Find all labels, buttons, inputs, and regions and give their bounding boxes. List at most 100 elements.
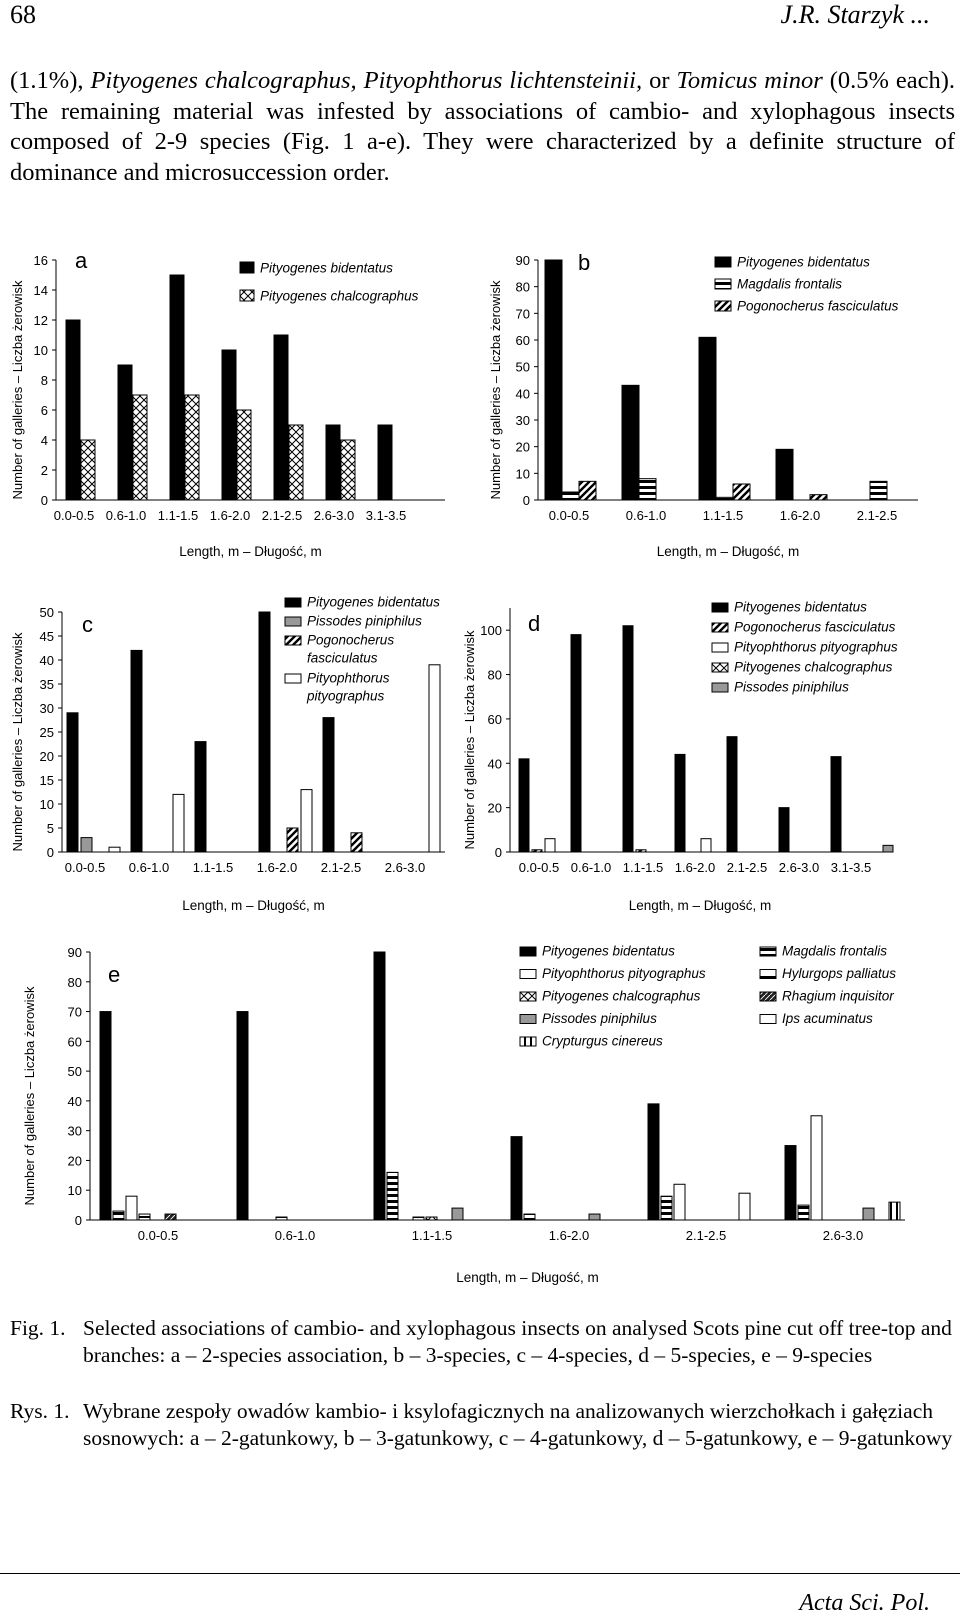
bar	[275, 1216, 288, 1221]
y-tick-label: 45	[40, 629, 54, 644]
bar	[775, 448, 794, 501]
bar	[377, 424, 393, 501]
x-axis-label: Length, m – Długość, m	[657, 544, 800, 559]
y-tick-label: 50	[68, 1064, 82, 1079]
bar	[65, 319, 81, 501]
y-tick-label: 90	[68, 945, 82, 960]
y-tick-label: 40	[68, 1094, 82, 1109]
legend-label: Pityogenes bidentatus	[260, 261, 393, 276]
y-tick-label: 12	[34, 313, 48, 328]
y-tick-label: 6	[41, 403, 48, 418]
legend-label: Pissodes piniphilus	[734, 680, 849, 695]
bar	[732, 483, 751, 501]
y-tick-label: 20	[68, 1153, 82, 1168]
intro-line1-pre: (1.1%),	[10, 67, 84, 94]
bar	[784, 1145, 797, 1221]
legend-label: Pissodes piniphilus	[542, 1011, 657, 1026]
panel-letter: d	[528, 611, 540, 636]
bar	[622, 625, 634, 853]
legend-swatch	[759, 969, 777, 979]
bar	[164, 1213, 177, 1221]
bar	[288, 424, 304, 501]
x-tick-label: 2.6-3.0	[314, 508, 354, 523]
bar	[621, 384, 640, 501]
y-tick-label: 8	[41, 373, 48, 388]
chart-panel-e: 0 10 20 30 40 50 60 70 80 90 Number of galleries –…	[22, 944, 905, 1285]
bar	[340, 439, 356, 501]
legend-swatch	[714, 278, 732, 290]
x-tick-label: 1.6-2.0	[780, 508, 820, 523]
caption-text-pl: Wybrane zespoły owadów kambio- i ksylofa…	[83, 1399, 953, 1450]
legend-swatch	[519, 1036, 537, 1047]
intro-rest: (0.5% each). The remaining material was …	[10, 67, 956, 186]
bar	[373, 951, 386, 1221]
x-tick-label: 1.1-1.5	[703, 508, 743, 523]
caption-label-pl: Rys. 1.	[10, 1399, 70, 1423]
bar	[698, 336, 717, 501]
bar	[700, 838, 712, 853]
y-axis-label: Number of galleries – Liczba żerowisk	[22, 986, 37, 1205]
y-tick-label: 30	[68, 1124, 82, 1139]
legend-label: Pityogenes chalcographus	[260, 289, 419, 304]
x-tick-label: 0.0-0.5	[549, 508, 589, 523]
bar	[778, 807, 790, 853]
bar	[273, 334, 289, 501]
legend-label: Magdalis frontalis	[782, 944, 887, 959]
page-number: 68	[10, 0, 36, 29]
intro-species: Pityogenes chalcographus, Pityophthorus …	[90, 67, 643, 94]
bar	[138, 1213, 151, 1221]
y-tick-label: 16	[34, 253, 48, 268]
bar	[809, 494, 828, 501]
bar	[169, 274, 185, 501]
bar	[738, 1192, 751, 1221]
x-tick-label: 0.6-1.0	[626, 508, 666, 523]
y-tick-label: 90	[516, 253, 530, 268]
y-tick-label: 80	[516, 280, 530, 295]
figure-caption-pl: Rys. 1. Wybrane zespoły owadów kambio- i…	[10, 1398, 955, 1452]
y-tick-label: 35	[40, 677, 54, 692]
legend-swatch	[714, 300, 732, 312]
chart-panel-c: 0 5 10 15 20 25 30 35 40 45 50 Number of galleries …	[10, 595, 445, 913]
legend-swatch	[711, 602, 729, 613]
x-tick-label: 0.6-1.0	[129, 860, 169, 875]
bar	[194, 741, 207, 853]
x-tick-label: 2.6-3.0	[779, 860, 819, 875]
y-tick-label: 80	[68, 975, 82, 990]
bar	[132, 394, 148, 501]
x-tick-label: 1.1-1.5	[623, 860, 663, 875]
x-axis-label: Length, m – Długość, m	[629, 898, 772, 913]
legend-label: Pityogenes bidentatus	[737, 255, 870, 270]
bar	[108, 846, 121, 853]
bar	[117, 364, 133, 501]
bar	[258, 611, 271, 853]
panel-letter: e	[108, 962, 120, 987]
panel-letter: a	[75, 248, 88, 273]
y-tick-label: 20	[40, 749, 54, 764]
y-tick-label: 70	[68, 1005, 82, 1020]
y-tick-label: 60	[488, 712, 502, 727]
bar	[830, 756, 842, 853]
y-tick-label: 2	[41, 463, 48, 478]
legend-label: Pogonocherus fasciculatus	[734, 620, 896, 635]
y-axis-label: Number of galleries – Liczba żerowisk	[10, 280, 25, 499]
x-tick-label: 1.6-2.0	[210, 508, 250, 523]
intro-species2: Tomicus minor	[676, 67, 823, 94]
bar	[99, 1011, 112, 1221]
bar	[862, 1207, 875, 1221]
legend-swatch	[519, 969, 537, 979]
x-tick-label: 2.6-3.0	[823, 1228, 863, 1243]
legend-swatch	[239, 261, 255, 274]
intro-or: or	[649, 67, 670, 94]
legend-label: Pityogenes chalcographus	[542, 989, 701, 1004]
legend-swatch	[759, 1014, 777, 1024]
bar	[647, 1103, 660, 1221]
y-tick-label: 0	[75, 1213, 82, 1228]
bar	[425, 1216, 438, 1221]
x-tick-label: 0.0-0.5	[54, 508, 94, 523]
y-axis-label: Number of galleries – Liczba żerowisk	[462, 630, 477, 849]
bar	[715, 496, 734, 501]
bar	[518, 758, 530, 853]
bar	[673, 1183, 686, 1221]
bar	[531, 849, 543, 853]
